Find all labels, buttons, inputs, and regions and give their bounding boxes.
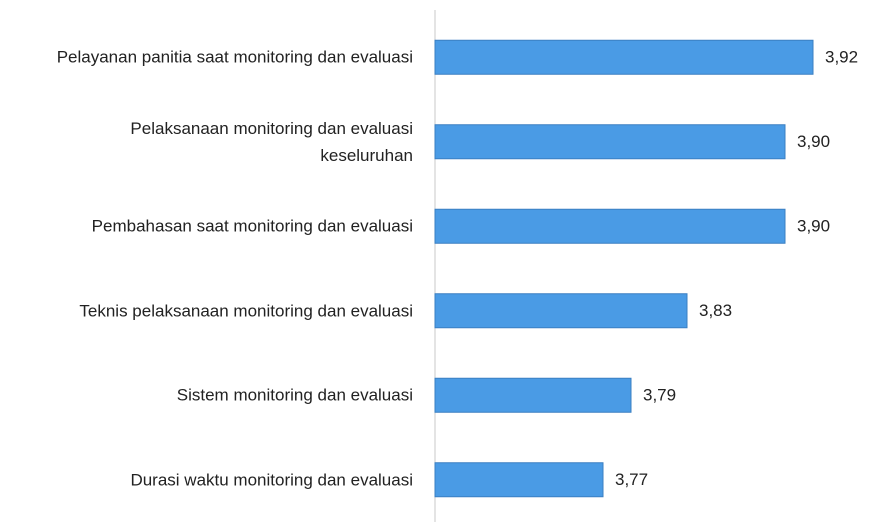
category-label: Pelayanan panitia saat monitoring dan ev… bbox=[56, 47, 413, 67]
category-label: Durasi waktu monitoring dan evaluasi bbox=[130, 470, 413, 490]
bar bbox=[434, 208, 786, 244]
value-label: 3,92 bbox=[825, 48, 858, 67]
value-label: 3,83 bbox=[699, 301, 732, 320]
bar bbox=[434, 377, 632, 413]
bar bbox=[434, 39, 814, 75]
value-label: 3,77 bbox=[615, 470, 648, 489]
category-label: Pelaksanaan monitoring dan evaluasi kese… bbox=[130, 118, 413, 165]
bar bbox=[434, 124, 786, 160]
value-label: 3,90 bbox=[797, 132, 830, 151]
category-label: Teknis pelaksanaan monitoring dan evalua… bbox=[79, 301, 413, 321]
bar bbox=[434, 462, 604, 498]
value-label: 3,79 bbox=[643, 386, 676, 405]
category-label: Pembahasan saat monitoring dan evaluasi bbox=[91, 216, 413, 236]
value-label: 3,90 bbox=[797, 217, 830, 236]
bar bbox=[434, 293, 688, 329]
category-label: Sistem monitoring dan evaluasi bbox=[176, 385, 413, 405]
